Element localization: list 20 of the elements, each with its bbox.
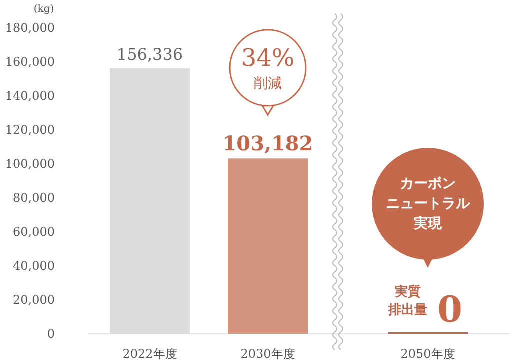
y-tick-label: 20,000 xyxy=(13,293,55,307)
y-tick-label: 0 xyxy=(47,327,55,341)
x-tick-label: 2030年度 xyxy=(240,347,296,361)
x-tick-label: 2022年度 xyxy=(122,347,178,361)
y-tick-label: 180,000 xyxy=(5,21,55,35)
x-tick-label: 2050年度 xyxy=(400,347,456,361)
y-tick-label: 60,000 xyxy=(13,225,55,239)
y-tick-label: 40,000 xyxy=(13,259,55,273)
annotation: カーボンニュートラル実現 xyxy=(386,176,471,232)
y-tick-label: 80,000 xyxy=(13,191,55,205)
annotation: 実質排出量 xyxy=(388,284,428,318)
annotation: 34%削減 xyxy=(241,44,295,92)
data-label: 0 xyxy=(437,289,463,331)
data-label: 103,182 xyxy=(222,132,314,156)
y-tick-label: 140,000 xyxy=(5,89,55,103)
data-label: 156,336 xyxy=(116,45,184,64)
y-axis-title: (kg) xyxy=(34,4,54,15)
y-tick-label: 120,000 xyxy=(5,123,55,137)
y-tick-label: 160,000 xyxy=(5,55,55,69)
y-tick-label: 100,000 xyxy=(5,157,55,171)
